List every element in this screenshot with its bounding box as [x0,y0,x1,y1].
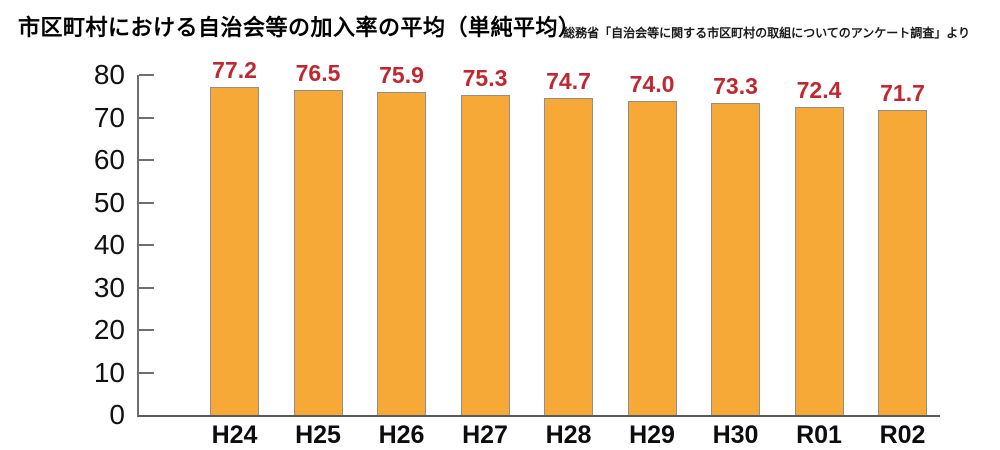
y-axis-tick [139,371,154,374]
y-axis-tick [139,329,154,331]
y-tick-label: 20 [93,314,125,345]
x-tick-label: H30 [712,421,759,449]
x-tick-label: R02 [879,421,926,449]
bar-H26 [377,92,426,415]
bar-H28 [544,97,593,415]
plot-area: 77.2 H24 76.5 H25 75.9 H26 75.3 H27 74.7 H28 74.0 H… [137,58,940,449]
chart-title: 市区町村における自治会等の加入率の平均（単純平均） [18,15,581,40]
y-tick-label: 70 [93,101,125,133]
y-tick-label: 80 [93,59,125,90]
y-tick-label: 30 [93,271,125,303]
bar-value-label: 77.2 [212,56,257,83]
bar-H24 [210,86,259,415]
y-tick-label: 0 [109,399,125,430]
bar-H29 [627,100,677,415]
y-tick-label: 40 [93,229,125,260]
bar-R02 [878,110,927,415]
y-axis-tick [139,159,154,161]
x-tick-label: R01 [796,421,842,449]
x-tick-label: H26 [378,421,425,449]
bar-H30 [711,103,760,415]
bar-value-label: 72.4 [796,77,842,104]
y-tick-label: 10 [93,356,125,388]
y-tick-label: 60 [93,144,125,175]
y-tick-label: 50 [93,186,125,218]
x-tick-label: H28 [545,421,592,449]
bar-H25 [293,89,343,415]
bar-value-label: 73.3 [713,73,758,100]
y-axis-tick [139,116,154,119]
bar-value-label: 76.5 [295,59,341,86]
y-axis-tick [139,286,154,289]
bar-value-label: 75.9 [379,62,424,89]
bar-R01 [794,107,844,415]
source-note: 総務省「自治会等に関する市区町村の取組についてのアンケート調査」より [563,26,970,40]
x-tick-label: H25 [295,421,341,449]
x-tick-label: H24 [211,421,258,449]
y-axis-tick [139,74,154,76]
y-axis-tick [139,201,154,204]
x-tick-label: H27 [462,421,508,449]
bar-H27 [460,94,510,415]
bar-value-label: 74.0 [629,70,675,97]
y-axis-tick [139,244,154,246]
x-tick-label: H29 [629,421,675,449]
bar-value-label: 74.7 [546,67,591,94]
bar-value-label: 75.3 [462,64,508,91]
bar-value-label: 71.7 [880,80,925,107]
